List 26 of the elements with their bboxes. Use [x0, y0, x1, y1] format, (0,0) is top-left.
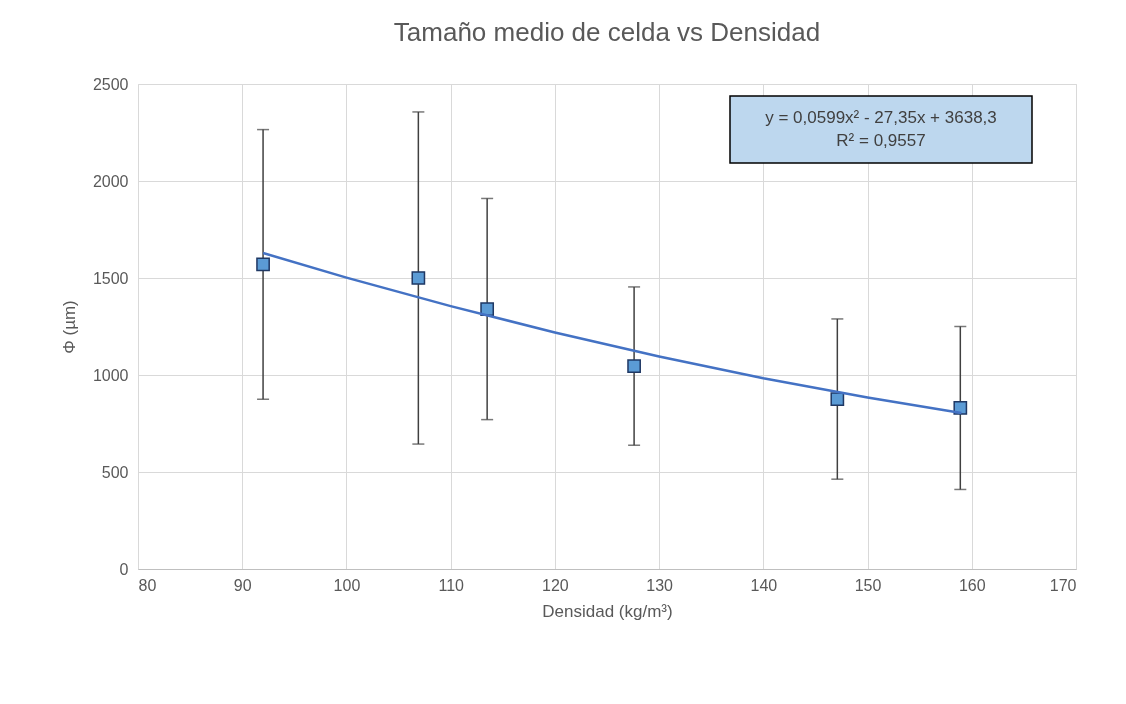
x-tick-label: 170 [1049, 576, 1077, 594]
chart-title: Tamaño medio de celda vs Densidad [393, 17, 821, 47]
annotation: R² = 0,9557 [836, 131, 926, 150]
y-tick-label: 500 [101, 463, 129, 481]
point [411, 271, 426, 285]
y-tick-label: 0 [119, 560, 129, 578]
y-tick-label: 2500 [92, 75, 129, 93]
x-tick-label: 100 [333, 576, 361, 594]
y-tick-label: 1000 [92, 366, 129, 384]
y-axis-title: Φ (µm) [59, 300, 79, 354]
x-tick-label: 120 [542, 576, 569, 594]
x-tick-label: 90 [233, 576, 252, 594]
x-tick-label: 140 [750, 576, 778, 594]
point [830, 392, 845, 406]
x-tick-label: 80 [138, 576, 157, 594]
x-axis-title: Densidad (kg/m³) [542, 601, 673, 621]
x-tick-label: 150 [854, 576, 882, 594]
x-tick-label: 160 [958, 576, 986, 594]
x-tick-label: 130 [646, 576, 674, 594]
annotation: y = 0,0599x² - 27,35x + 3638,3 [765, 108, 997, 127]
x-tick-label: 110 [438, 576, 465, 594]
y-tick-label: 2000 [92, 172, 129, 190]
point [480, 302, 495, 316]
point [627, 359, 641, 373]
point [256, 257, 270, 272]
y-tick-label: 1500 [92, 269, 129, 287]
